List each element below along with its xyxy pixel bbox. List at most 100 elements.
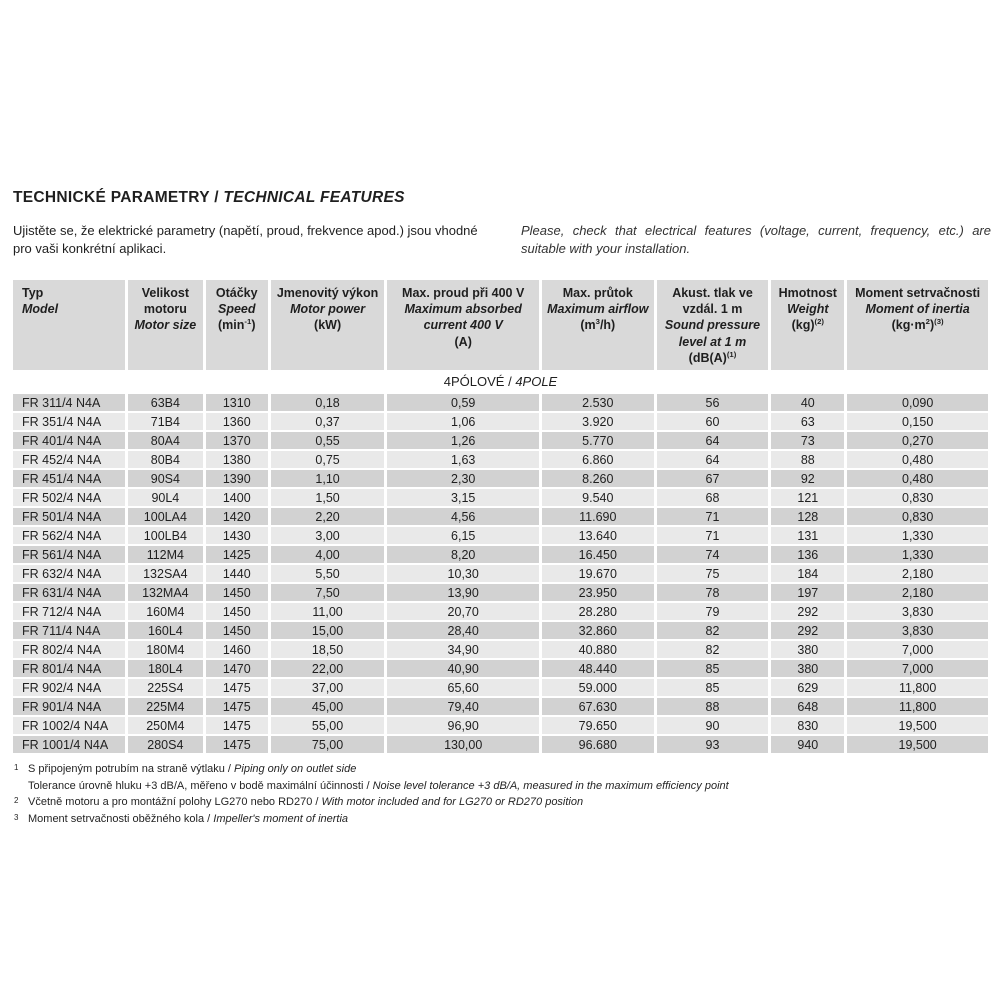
table-cell: 225M4 [127,698,203,716]
column-header-english: Motor power [290,302,366,317]
column-header-unit: (A) [454,334,472,349]
intro-czech-paragraph: Ujistěte se, že elektrické parametry (na… [13,223,478,257]
table-row: FR 631/4 N4A 132MA4 1450 7,50 13,90 23.950 78 1… [13,584,988,602]
table-cell: 1,10 [270,470,385,488]
table-cell: 250M4 [127,717,203,735]
table-cell: 40,90 [387,660,539,678]
table-row: FR 901/4 N4A 225M4 1475 45,00 79,40 67.630 88 6… [13,698,988,716]
pole-section-label-english: 4POLE [515,374,558,390]
table-cell: 71 [656,527,769,545]
table-cell: FR 632/4 N4A [13,565,125,583]
table-cell: 73 [771,432,845,450]
table-cell: 112M4 [127,546,203,564]
table-cell: 79 [656,603,769,621]
table-cell: 32.860 [541,622,654,640]
table-cell: 19.670 [541,565,654,583]
table-cell: 64 [656,432,769,450]
table-cell: 60 [656,413,769,431]
table-cell: 82 [656,622,769,640]
pole-section-label: 4PÓLOVÉ / 4POLE [13,372,988,393]
table-cell: 1440 [205,565,268,583]
table-cell: 20,70 [387,603,539,621]
table-cell: 0,75 [270,451,385,469]
table-cell: 184 [771,565,845,583]
table-cell: 19,500 [847,717,988,735]
table-row: FR 351/4 N4A 71B4 1360 0,37 1,06 3.920 60 63 0,1… [13,413,988,431]
table-cell: 78 [656,584,769,602]
table-cell: 93 [656,736,769,754]
table-cell: 132MA4 [127,584,203,602]
table-cell: FR 1002/4 N4A [13,717,125,735]
table-cell: 11.690 [541,508,654,526]
table-row: FR 311/4 N4A 63B4 1310 0,18 0,59 2.530 56 40 0,0… [13,394,988,412]
table-cell: 28.280 [541,603,654,621]
table-cell: 34,90 [387,641,539,659]
column-header-english: Sound pressure level at 1 m [664,318,761,349]
table-cell: FR 401/4 N4A [13,432,125,450]
table-cell: 0,830 [847,489,988,507]
column-header-unit: (min-1) [218,317,256,333]
table-cell: 3,00 [270,527,385,545]
table-cell: 16.450 [541,546,654,564]
table-cell: 80A4 [127,432,203,450]
table-cell: 2,30 [387,470,539,488]
table-cell: 67.630 [541,698,654,716]
footnote-line: 1 S připojeným potrubím na straně výtlaku… [13,761,991,778]
table-cell: 11,800 [847,698,988,716]
table-cell: 3,830 [847,603,988,621]
table-cell: 1400 [205,489,268,507]
column-header: Max. průtok Maximum airflow (m3/h) [541,279,654,371]
table-cell: 74 [656,546,769,564]
table-cell: 2,180 [847,584,988,602]
table-cell: 1310 [205,394,268,412]
table-cell: 1460 [205,641,268,659]
table-cell: 0,090 [847,394,988,412]
page-title: TECHNICKÉ PARAMETRY / TECHNICAL FEATURES [13,189,991,207]
column-header-czech: Max. průtok [562,285,633,300]
column-header-unit: (m3/h) [580,317,616,333]
table-cell: 0,59 [387,394,539,412]
table-cell: 1470 [205,660,268,678]
table-cell: 13,90 [387,584,539,602]
table-cell: 380 [771,641,845,659]
table-cell: 1390 [205,470,268,488]
footnote-line: 2 Včetně motoru a pro montážní polohy LG2… [13,794,991,811]
column-header-czech: Typ [22,285,44,300]
table-cell: 1475 [205,698,268,716]
column-header: Hmotnost Weight (kg)(2) [771,279,845,371]
table-cell: 79.650 [541,717,654,735]
table-cell: 63 [771,413,845,431]
table-cell: 1450 [205,622,268,640]
table-cell: FR 452/4 N4A [13,451,125,469]
table-cell: FR 351/4 N4A [13,413,125,431]
table-row: FR 451/4 N4A 90S4 1390 1,10 2,30 8.260 67 92 0,4… [13,470,988,488]
column-header-english: Model [22,302,59,317]
table-cell: 88 [771,451,845,469]
table-cell: 180M4 [127,641,203,659]
table-row: FR 632/4 N4A 132SA4 1440 5,50 10,30 19.670 75 1… [13,565,988,583]
table-cell: 0,270 [847,432,988,450]
table-cell: 8,20 [387,546,539,564]
table-cell: 90 [656,717,769,735]
table-cell: 56 [656,394,769,412]
table-cell: 0,55 [270,432,385,450]
column-header-czech: Moment setrvačnosti [855,285,981,300]
page-title-czech: TECHNICKÉ PARAMETRY / [13,189,224,206]
table-cell: 6.860 [541,451,654,469]
table-cell: 1475 [205,717,268,735]
table-cell: 0,480 [847,451,988,469]
table-cell: 160L4 [127,622,203,640]
column-header: Moment setrvačnosti Moment of inertia (kg·… [847,279,988,371]
table-cell: 1,06 [387,413,539,431]
table-cell: 65,60 [387,679,539,697]
table-cell: 4,00 [270,546,385,564]
column-header-english: Maximum absorbed current 400 V [404,302,522,333]
footnote-line: 3 Moment setrvačnosti oběžného kola / Imp… [13,811,991,828]
table-cell: 1450 [205,603,268,621]
table-cell: 19,500 [847,736,988,754]
table-cell: 85 [656,679,769,697]
table-cell: 11,800 [847,679,988,697]
column-header-unit: (kg·m2)(3) [891,317,944,333]
table-row: FR 801/4 N4A 180L4 1470 22,00 40,90 48.440 85 3… [13,660,988,678]
table-cell: 0,150 [847,413,988,431]
